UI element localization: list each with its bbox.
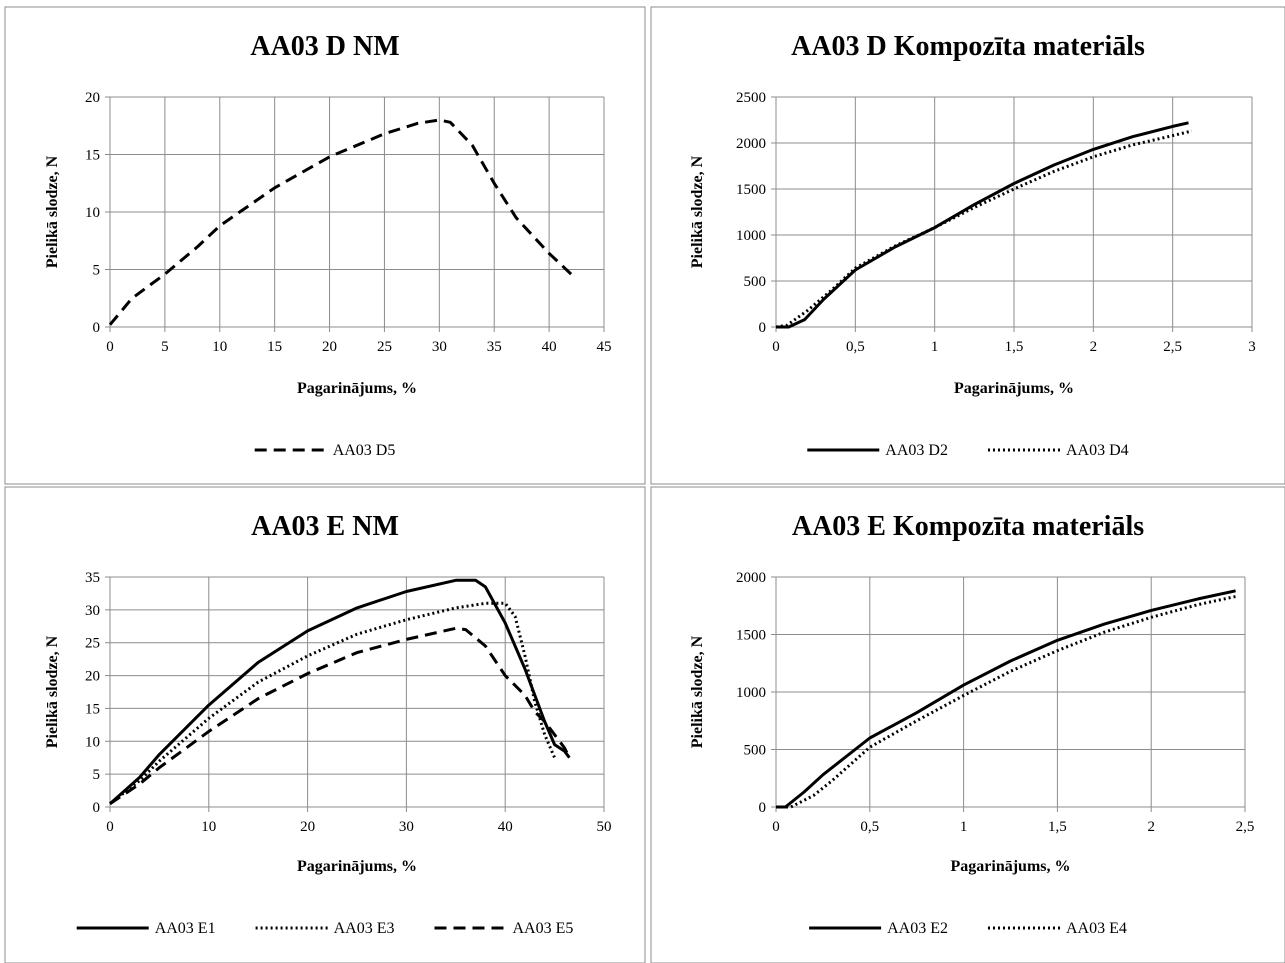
y-tick-label: 10	[85, 205, 100, 221]
y-axis-label: Pielikā slodze, N	[44, 155, 61, 268]
legend-label: AA03 E1	[155, 920, 216, 937]
x-tick-label: 10	[212, 339, 227, 355]
legend: AA03 D5	[254, 442, 396, 459]
chart-3: AA03 E NM 0 10 20 30 40 50 0 5 10 15 20 25 30 35 Pagari…	[4, 486, 646, 963]
x-tick-label: 0,5	[846, 339, 865, 355]
x-tick-label: 1,5	[1048, 819, 1067, 835]
x-tick-label: 10	[201, 819, 216, 835]
y-tick-label: 5	[93, 767, 101, 783]
y-tick-label: 30	[85, 603, 100, 619]
series-line-aa03-e4	[776, 595, 1236, 809]
x-tick-label: 45	[597, 339, 612, 355]
legend-label: AA03 E4	[1066, 920, 1127, 937]
y-tick-label: 5	[93, 263, 101, 279]
series-line-aa03-e2	[776, 589, 1236, 809]
x-tick-label: 2	[1147, 819, 1155, 835]
legend-label: AA03 E3	[334, 920, 395, 937]
series-line-aa03-e3	[109, 601, 556, 805]
y-tick-label: 500	[744, 274, 767, 290]
x-tick-label: 2,5	[1163, 339, 1182, 355]
chart-title: AA03 D NM	[250, 31, 399, 62]
y-tick-label: 0	[759, 800, 767, 816]
x-tick-label: 0	[772, 339, 780, 355]
chart-title: AA03 E Kompozīta materiāls	[792, 511, 1144, 542]
y-axis-label: Pielikā slodze, N	[44, 635, 61, 748]
y-tick-label: 2000	[736, 570, 766, 586]
x-tick-label: 20	[322, 339, 337, 355]
y-tick-label: 0	[93, 320, 101, 336]
y-tick-label: 0	[93, 800, 101, 816]
y-tick-label: 2000	[736, 136, 766, 152]
y-axis-label: Pielikā slodze, N	[689, 155, 706, 268]
series-line-aa03-d5	[108, 118, 573, 326]
x-tick-label: 40	[542, 339, 557, 355]
y-tick-label: 500	[744, 743, 767, 759]
x-tick-label: 3	[1248, 339, 1256, 355]
panel-border	[4, 486, 646, 963]
x-tick-label: 1,5	[1005, 339, 1024, 355]
y-tick-label: 20	[85, 669, 100, 685]
x-axis-label: Pagarinājums, %	[297, 380, 417, 397]
legend: AA03 E2 AA03 E4	[809, 920, 1127, 937]
legend-label: AA03 D5	[333, 442, 396, 459]
panel-border	[650, 486, 1285, 963]
y-tick-label: 1500	[736, 628, 766, 644]
legend-label: AA03 D2	[885, 442, 948, 459]
panel-border	[650, 6, 1285, 485]
y-tick-label: 1000	[736, 685, 766, 701]
x-tick-label: 1	[960, 819, 968, 835]
series-line-aa03-e1	[109, 578, 571, 805]
x-axis-label: Pagarinājums, %	[951, 858, 1071, 875]
x-axis-label: Pagarinājums, %	[297, 858, 417, 875]
series-line-aa03-d2	[776, 121, 1189, 329]
x-tick-label: 1	[931, 339, 939, 355]
chart-2: AA03 D Kompozīta materiāls 0 0,5 1 1,5 2 2,5 3 0…	[650, 6, 1285, 485]
panel-border	[4, 6, 646, 485]
legend-label: AA03 E2	[887, 920, 948, 937]
x-tick-label: 0	[772, 819, 780, 835]
x-tick-label: 0,5	[860, 819, 879, 835]
x-tick-label: 25	[377, 339, 392, 355]
x-tick-label: 50	[597, 819, 612, 835]
x-tick-label: 0	[106, 819, 114, 835]
x-tick-label: 40	[498, 819, 513, 835]
chart-title: AA03 E NM	[251, 511, 399, 542]
x-tick-label: 15	[267, 339, 282, 355]
y-tick-label: 1000	[736, 228, 766, 244]
legend-label: AA03 D4	[1066, 442, 1129, 459]
y-tick-label: 25	[85, 636, 100, 652]
legend: AA03 D2 AA03 D4	[807, 442, 1129, 459]
y-tick-label: 2500	[736, 90, 766, 106]
series-line-aa03-d4	[775, 129, 1193, 329]
y-tick-label: 1500	[736, 182, 766, 198]
y-tick-label: 35	[85, 570, 100, 586]
y-tick-label: 15	[85, 148, 100, 164]
y-tick-label: 20	[85, 90, 100, 106]
x-tick-label: 20	[300, 819, 315, 835]
series-line-aa03-e5	[109, 626, 571, 805]
x-tick-label: 2,5	[1236, 819, 1255, 835]
chart-title: AA03 D Kompozīta materiāls	[791, 31, 1145, 62]
x-tick-label: 0	[106, 339, 114, 355]
y-axis-label: Pielikā slodze, N	[689, 635, 706, 748]
x-tick-label: 5	[161, 339, 169, 355]
x-axis-label: Pagarinājums, %	[954, 380, 1074, 397]
x-tick-label: 30	[432, 339, 447, 355]
chart-1: AA03 D NM 0 5 10 15 20 25 30 35 40 45 0 5 10 15 20 Pagar…	[4, 6, 646, 485]
y-tick-label: 10	[85, 734, 100, 750]
x-tick-label: 2	[1090, 339, 1098, 355]
chart-4: AA03 E Kompozīta materiāls 0 0,5 1 1,5 2 2,5 0 5…	[650, 486, 1285, 963]
legend-label: AA03 E5	[512, 920, 573, 937]
y-tick-label: 0	[759, 320, 767, 336]
x-tick-label: 35	[487, 339, 502, 355]
x-tick-label: 30	[399, 819, 414, 835]
legend: AA03 E1 AA03 E3 AA03 E5	[76, 920, 573, 937]
y-tick-label: 15	[85, 701, 100, 717]
